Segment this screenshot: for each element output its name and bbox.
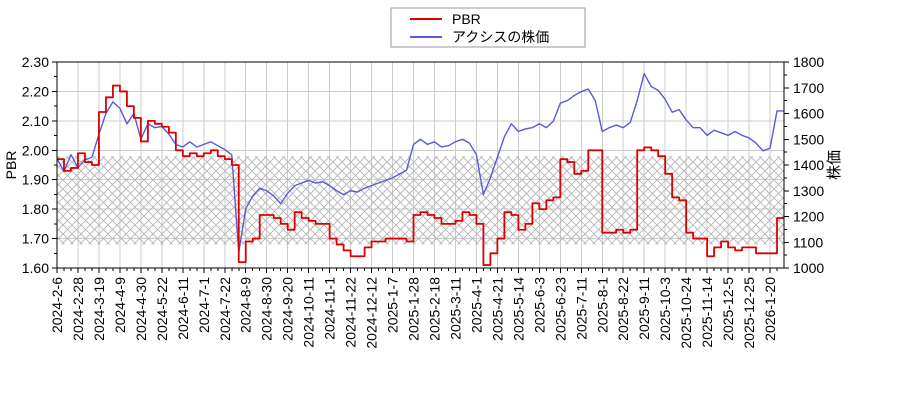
svg-text:1700: 1700 xyxy=(793,80,824,96)
svg-text:2025-5-14: 2025-5-14 xyxy=(510,277,526,341)
svg-text:2.10: 2.10 xyxy=(22,113,49,129)
svg-text:1.80: 1.80 xyxy=(22,201,49,217)
svg-text:1000: 1000 xyxy=(793,260,824,276)
legend: PBR アクシスの株価 xyxy=(390,7,586,48)
plot-border xyxy=(52,61,789,273)
svg-text:2025-3-11: 2025-3-11 xyxy=(447,277,463,340)
svg-text:2025-6-23: 2025-6-23 xyxy=(552,277,568,341)
svg-text:2025-10-3: 2025-10-3 xyxy=(657,277,673,341)
svg-text:PBR: PBR xyxy=(452,11,481,27)
pbr-series-line xyxy=(57,84,784,266)
svg-text:2025-2-18: 2025-2-18 xyxy=(426,277,442,341)
svg-text:2024-11-1: 2024-11-1 xyxy=(322,277,338,340)
svg-text:2025-11-14: 2025-11-14 xyxy=(699,277,715,348)
svg-text:2.20: 2.20 xyxy=(22,83,49,99)
svg-text:2024-3-19: 2024-3-19 xyxy=(91,277,107,341)
svg-text:2024-2-28: 2024-2-28 xyxy=(70,277,86,341)
svg-text:2024-10-11: 2024-10-11 xyxy=(301,277,317,348)
svg-text:2025-6-3: 2025-6-3 xyxy=(531,277,547,333)
svg-text:2025-8-1: 2025-8-1 xyxy=(594,277,610,333)
svg-text:アクシスの株価: アクシスの株価 xyxy=(452,29,549,45)
svg-text:1.70: 1.70 xyxy=(22,231,49,247)
y-axis-left-tick-labels: 1.60 1.70 1.80 1.90 2.00 2.10 2.20 2.30 xyxy=(22,54,49,276)
stock-price-series-line xyxy=(56,72,784,254)
svg-text:2025-8-22: 2025-8-22 xyxy=(615,277,631,341)
svg-text:2024-8-9: 2024-8-9 xyxy=(238,277,254,333)
svg-text:2024-11-22: 2024-11-22 xyxy=(343,277,359,348)
svg-text:2024-5-22: 2024-5-22 xyxy=(154,277,170,341)
svg-text:2025-10-24: 2025-10-24 xyxy=(678,277,694,349)
svg-text:2.30: 2.30 xyxy=(22,54,49,70)
svg-text:1.60: 1.60 xyxy=(22,260,49,276)
y-left-axis-title: PBR xyxy=(3,151,19,180)
svg-text:2024-9-20: 2024-9-20 xyxy=(280,277,296,341)
svg-text:2024-8-30: 2024-8-30 xyxy=(259,277,275,341)
svg-text:1200: 1200 xyxy=(793,209,824,225)
svg-text:2025-4-1: 2025-4-1 xyxy=(468,277,484,333)
svg-text:2024-7-1: 2024-7-1 xyxy=(196,277,212,333)
svg-text:2025-12-25: 2025-12-25 xyxy=(741,277,757,349)
svg-text:2024-4-30: 2024-4-30 xyxy=(133,277,149,341)
svg-text:2025-1-28: 2025-1-28 xyxy=(406,277,422,341)
svg-text:2025-7-11: 2025-7-11 xyxy=(573,277,589,340)
legend-item: アクシスの株価 xyxy=(410,29,549,45)
svg-text:1800: 1800 xyxy=(793,54,824,70)
svg-text:2.00: 2.00 xyxy=(22,142,49,158)
svg-text:2025-4-21: 2025-4-21 xyxy=(489,277,505,341)
svg-text:1400: 1400 xyxy=(793,157,824,173)
svg-text:2025-12-5: 2025-12-5 xyxy=(720,277,736,341)
svg-text:1600: 1600 xyxy=(793,106,824,122)
svg-text:2025-9-11: 2025-9-11 xyxy=(636,277,652,340)
svg-text:2024-7-22: 2024-7-22 xyxy=(217,277,233,341)
svg-text:1100: 1100 xyxy=(793,234,823,250)
svg-text:2024-12-12: 2024-12-12 xyxy=(364,277,380,349)
x-axis-tick-labels: 2024-2-6 2024-2-28 2024-3-19 2024-4-9 2024-4… xyxy=(49,277,778,349)
y-right-axis-title: 株価 xyxy=(826,150,843,180)
svg-text:2024-6-11: 2024-6-11 xyxy=(175,277,191,340)
hatched-band xyxy=(57,156,784,245)
y-axis-right-tick-labels: 1000 1100 1200 1300 1400 1500 1600 1700 1800 xyxy=(793,54,824,276)
svg-text:2024-2-6: 2024-2-6 xyxy=(49,277,65,333)
svg-text:1.90: 1.90 xyxy=(22,172,49,188)
svg-text:2024-4-9: 2024-4-9 xyxy=(112,277,128,333)
legend-item: PBR xyxy=(410,11,481,27)
svg-text:1300: 1300 xyxy=(793,183,824,199)
svg-text:2026-1-20: 2026-1-20 xyxy=(762,277,778,341)
svg-text:2025-1-7: 2025-1-7 xyxy=(385,277,401,333)
svg-text:1500: 1500 xyxy=(793,131,824,147)
